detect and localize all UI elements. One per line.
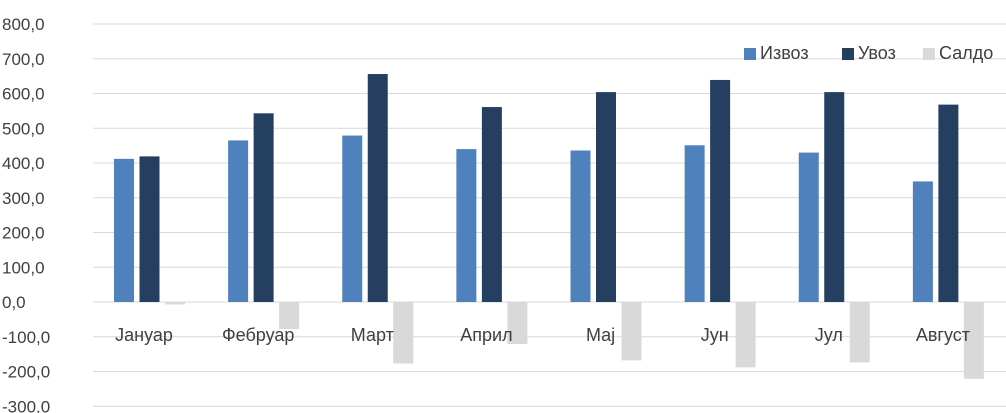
y-axis-tick-labels: 800,0 700,0 600,0 500,0 400,0 300,0 200,0 100,0… — [2, 15, 50, 413]
bar-Увоз — [824, 92, 845, 302]
category-label: Јун — [701, 325, 729, 345]
category-label: Август — [916, 325, 970, 345]
bar-Увоз — [139, 156, 160, 302]
y-tick-label: -300,0 — [2, 397, 50, 413]
bar-Извоз — [114, 158, 134, 302]
y-tick-label: 600,0 — [2, 85, 45, 104]
bar-Увоз — [710, 79, 731, 302]
legend-label: Салдо — [939, 43, 993, 63]
legend: Извоз Увоз Салдо — [744, 43, 993, 63]
bar-Извоз — [342, 135, 363, 302]
y-tick-label: 100,0 — [2, 258, 45, 277]
bar-Салдо — [279, 302, 300, 330]
y-tick-label: 300,0 — [2, 189, 45, 208]
category-labels: Јануар Фебруар Март Април Мај Јун Јул Август — [115, 325, 970, 345]
bar-Увоз — [481, 107, 502, 303]
bar-Увоз — [253, 113, 274, 303]
category-label: Јул — [815, 325, 843, 345]
bar-Салдо — [735, 302, 756, 368]
legend-label: Извоз — [760, 43, 809, 63]
bar-Извоз — [456, 149, 477, 302]
bars — [114, 74, 984, 379]
bar-Салдо — [507, 302, 528, 345]
legend-swatch — [842, 48, 854, 60]
y-tick-label: 500,0 — [2, 119, 45, 138]
bar-Салдо — [849, 302, 870, 363]
y-tick-label: 0,0 — [2, 293, 26, 312]
category-label: Мај — [586, 325, 615, 345]
bar-Увоз — [938, 104, 959, 303]
category-label: Фебруар — [222, 325, 294, 345]
bar-Салдо — [621, 302, 642, 361]
y-tick-label: 400,0 — [2, 154, 45, 173]
category-label: Април — [460, 325, 512, 345]
bar-Извоз — [912, 181, 933, 302]
bar-Извоз — [570, 150, 591, 302]
bar-Извоз — [798, 152, 819, 302]
legend-swatch — [923, 48, 935, 60]
y-tick-label: -200,0 — [2, 363, 50, 382]
category-label: Јануар — [115, 325, 173, 345]
y-tick-label: 700,0 — [2, 50, 45, 69]
legend-swatch — [744, 48, 756, 60]
bar-Увоз — [367, 74, 388, 302]
category-label: Март — [351, 325, 394, 345]
legend-label: Увоз — [858, 43, 896, 63]
bar-Салдо — [393, 302, 414, 364]
y-tick-label: -100,0 — [2, 328, 50, 347]
y-tick-label: 200,0 — [2, 224, 45, 243]
bar-Извоз — [228, 140, 249, 302]
y-tick-label: 800,0 — [2, 15, 45, 34]
bar-Увоз — [596, 92, 616, 302]
bar-Салдо — [963, 302, 984, 379]
bar-Салдо — [165, 302, 185, 305]
bar-Извоз — [684, 145, 705, 302]
